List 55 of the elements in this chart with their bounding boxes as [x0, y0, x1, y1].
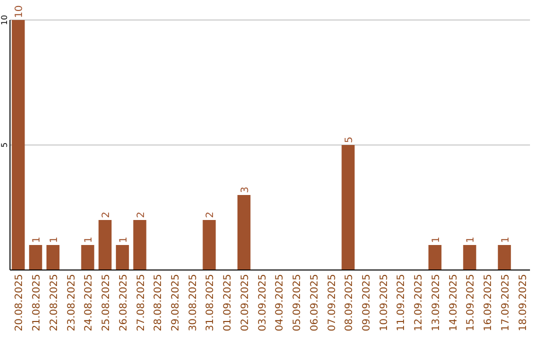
x-tick-label: 26.08.2025 [118, 274, 130, 332]
data-label: 1 [48, 236, 60, 243]
x-tick-label: 05.09.2025 [292, 274, 304, 332]
data-label: 1 [84, 236, 95, 243]
bar [498, 245, 511, 270]
x-tick-label: 04.09.2025 [274, 274, 286, 332]
x-tick-label: 11.09.2025 [396, 274, 408, 332]
data-label: 1 [32, 236, 43, 243]
x-tick-label: 01.09.2025 [222, 274, 234, 332]
x-tick-label: 02.09.2025 [240, 274, 251, 332]
x-tick-label: 07.09.2025 [326, 274, 338, 332]
data-label: 1 [466, 236, 477, 243]
data-label: 2 [101, 212, 112, 218]
bar [237, 195, 250, 270]
x-tick-label: 20.08.2025 [14, 274, 26, 332]
data-label: 2 [205, 212, 216, 218]
bar [98, 220, 112, 270]
x-tick-label: 12.09.2025 [414, 274, 425, 332]
x-tick-label: 10.09.2025 [378, 274, 390, 332]
bar [342, 145, 355, 270]
data-label: 10 [14, 5, 26, 18]
bar [202, 220, 216, 270]
data-label: 1 [118, 236, 130, 243]
x-tick-label: 08.09.2025 [344, 274, 356, 332]
x-tick-label: 28.08.2025 [153, 274, 164, 332]
x-tick-label: 13.09.2025 [430, 274, 442, 332]
x-tick-label: 30.08.2025 [188, 274, 199, 332]
x-tick-label: 14.09.2025 [448, 274, 460, 332]
x-tick-label: 24.08.2025 [84, 274, 95, 332]
x-tick-label: 21.08.2025 [32, 274, 43, 332]
bar [428, 245, 442, 270]
bar [463, 245, 476, 270]
data-label: 2 [136, 212, 147, 218]
data-label: 3 [240, 186, 251, 193]
x-tick-label: 23.08.2025 [66, 274, 78, 332]
bar [29, 245, 42, 270]
x-tick-label: 18.09.2025 [518, 274, 529, 332]
x-tick-label: 25.08.2025 [101, 274, 112, 332]
data-label: 1 [430, 236, 442, 243]
x-tick-label: 27.08.2025 [136, 274, 147, 332]
x-tick-label: 31.08.2025 [205, 274, 216, 332]
bar [133, 220, 146, 270]
data-label: 5 [344, 136, 356, 143]
x-tick-label: 22.08.2025 [48, 274, 60, 332]
x-tick-label: 15.09.2025 [466, 274, 477, 332]
data-label: 1 [500, 236, 512, 243]
bar [116, 245, 129, 270]
x-tick-label: 06.09.2025 [309, 274, 320, 332]
x-tick-label: 29.08.2025 [170, 274, 182, 332]
bar [46, 245, 60, 270]
x-tick-label: 09.09.2025 [361, 274, 372, 332]
x-tick-label: 17.09.2025 [500, 274, 512, 332]
bar [81, 245, 94, 270]
x-tick-label: 16.09.2025 [483, 274, 494, 332]
x-tick-label: 03.09.2025 [257, 274, 268, 332]
